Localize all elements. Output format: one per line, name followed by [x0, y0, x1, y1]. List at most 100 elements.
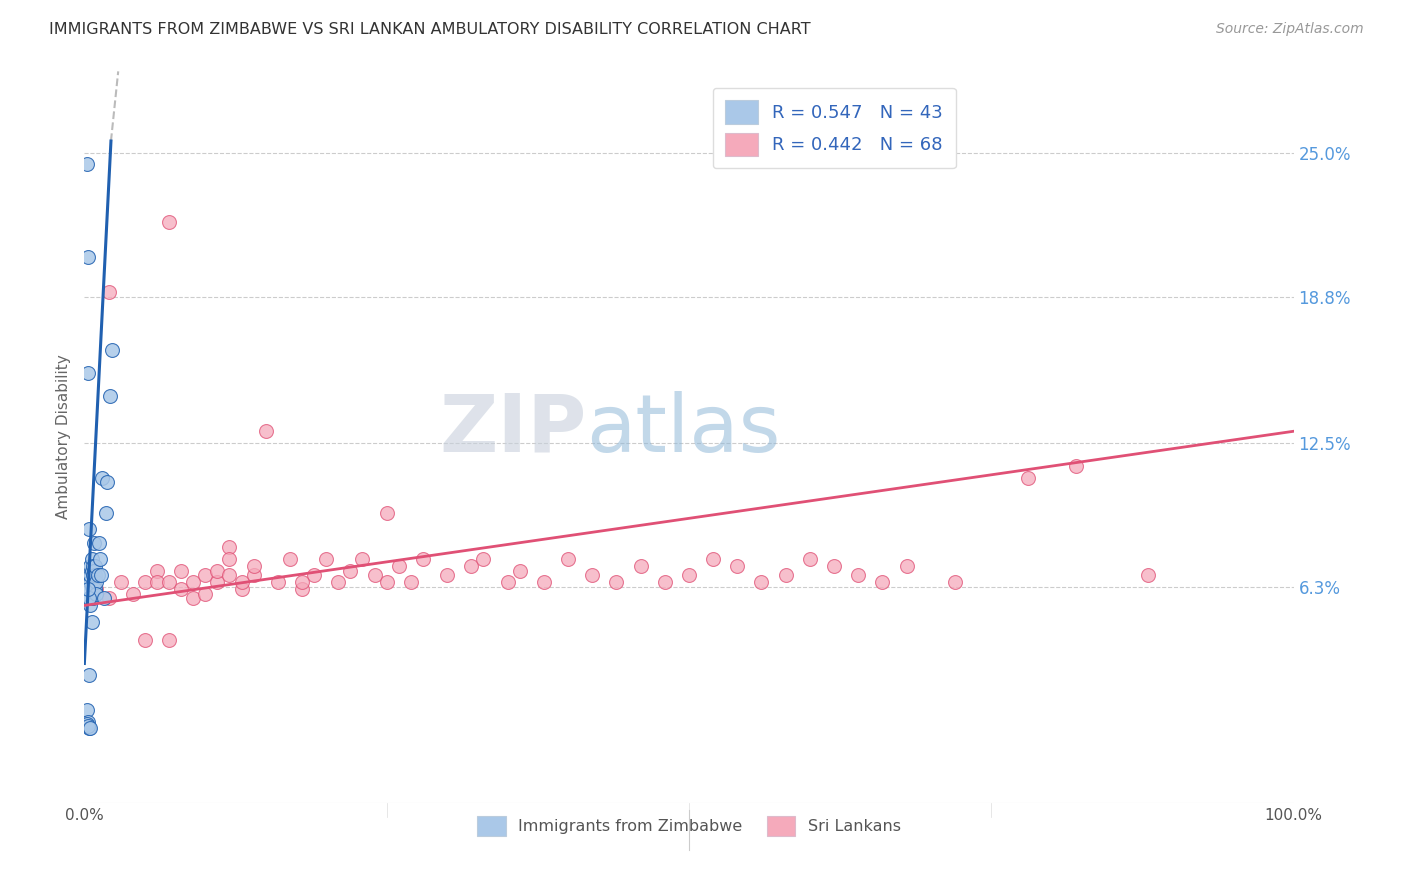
Point — [1017, 471, 1039, 485]
Point — [79, 568, 101, 582]
Point — [93, 591, 115, 606]
Point — [77, 722, 100, 736]
Point — [87, 535, 110, 549]
Point — [605, 575, 627, 590]
Point — [77, 719, 100, 733]
Point — [83, 535, 105, 549]
Point — [80, 615, 103, 629]
Point — [89, 552, 111, 566]
Point — [751, 575, 773, 590]
Point — [86, 568, 108, 582]
Point — [77, 250, 100, 264]
Point — [242, 568, 264, 582]
Point — [76, 157, 98, 171]
Y-axis label: Ambulatory Disability: Ambulatory Disability — [56, 355, 72, 519]
Point — [1137, 568, 1160, 582]
Point — [654, 575, 676, 590]
Point — [82, 591, 104, 606]
Point — [84, 558, 107, 573]
Point — [82, 558, 104, 573]
Point — [302, 568, 325, 582]
Point — [121, 587, 143, 601]
Point — [231, 582, 253, 597]
Point — [472, 552, 495, 566]
Point — [460, 558, 482, 573]
Point — [1064, 459, 1087, 474]
Point — [181, 575, 204, 590]
Point — [194, 568, 217, 582]
Point — [79, 558, 101, 573]
Point — [291, 575, 314, 590]
Point — [84, 568, 107, 582]
Point — [79, 599, 101, 613]
Point — [375, 506, 398, 520]
Text: atlas: atlas — [586, 391, 780, 469]
Point — [86, 582, 108, 597]
Point — [291, 582, 314, 597]
Point — [231, 575, 253, 590]
Point — [388, 558, 411, 573]
Point — [94, 506, 117, 520]
Point — [170, 582, 193, 597]
Point — [399, 575, 422, 590]
Point — [315, 552, 337, 566]
Point — [146, 575, 169, 590]
Text: ZIP: ZIP — [439, 391, 586, 469]
Point — [134, 575, 156, 590]
Point — [90, 568, 112, 582]
Point — [496, 575, 519, 590]
Point — [91, 471, 114, 485]
Point — [872, 575, 894, 590]
Point — [799, 552, 821, 566]
Point — [181, 591, 204, 606]
Point — [896, 558, 918, 573]
Point — [84, 582, 107, 597]
Point — [846, 568, 869, 582]
Point — [86, 587, 108, 601]
Point — [412, 552, 434, 566]
Point — [77, 714, 100, 729]
Point — [76, 716, 98, 731]
Point — [943, 575, 966, 590]
Point — [630, 558, 652, 573]
Point — [218, 541, 240, 555]
Point — [194, 587, 217, 601]
Point — [80, 564, 103, 578]
Point — [328, 575, 350, 590]
Point — [157, 633, 180, 648]
Point — [702, 552, 724, 566]
Point — [77, 582, 100, 597]
Point — [207, 564, 229, 578]
Point — [823, 558, 845, 573]
Point — [77, 522, 100, 536]
Point — [82, 568, 104, 582]
Point — [363, 568, 385, 582]
Point — [725, 558, 748, 573]
Point — [110, 575, 132, 590]
Point — [97, 285, 120, 299]
Point — [509, 564, 531, 578]
Point — [352, 552, 374, 566]
Point — [278, 552, 301, 566]
Point — [157, 575, 180, 590]
Point — [436, 568, 458, 582]
Point — [207, 575, 229, 590]
Point — [775, 568, 797, 582]
Point — [218, 568, 240, 582]
Point — [77, 591, 100, 606]
Point — [254, 424, 277, 438]
Point — [77, 366, 100, 380]
Point — [83, 564, 105, 578]
Point — [170, 564, 193, 578]
Point — [98, 389, 121, 403]
Point — [79, 575, 101, 590]
Point — [96, 475, 118, 490]
Point — [97, 591, 120, 606]
Point — [533, 575, 555, 590]
Point — [82, 582, 104, 597]
Point — [101, 343, 124, 357]
Point — [375, 575, 398, 590]
Point — [157, 215, 180, 229]
Point — [678, 568, 700, 582]
Point — [134, 633, 156, 648]
